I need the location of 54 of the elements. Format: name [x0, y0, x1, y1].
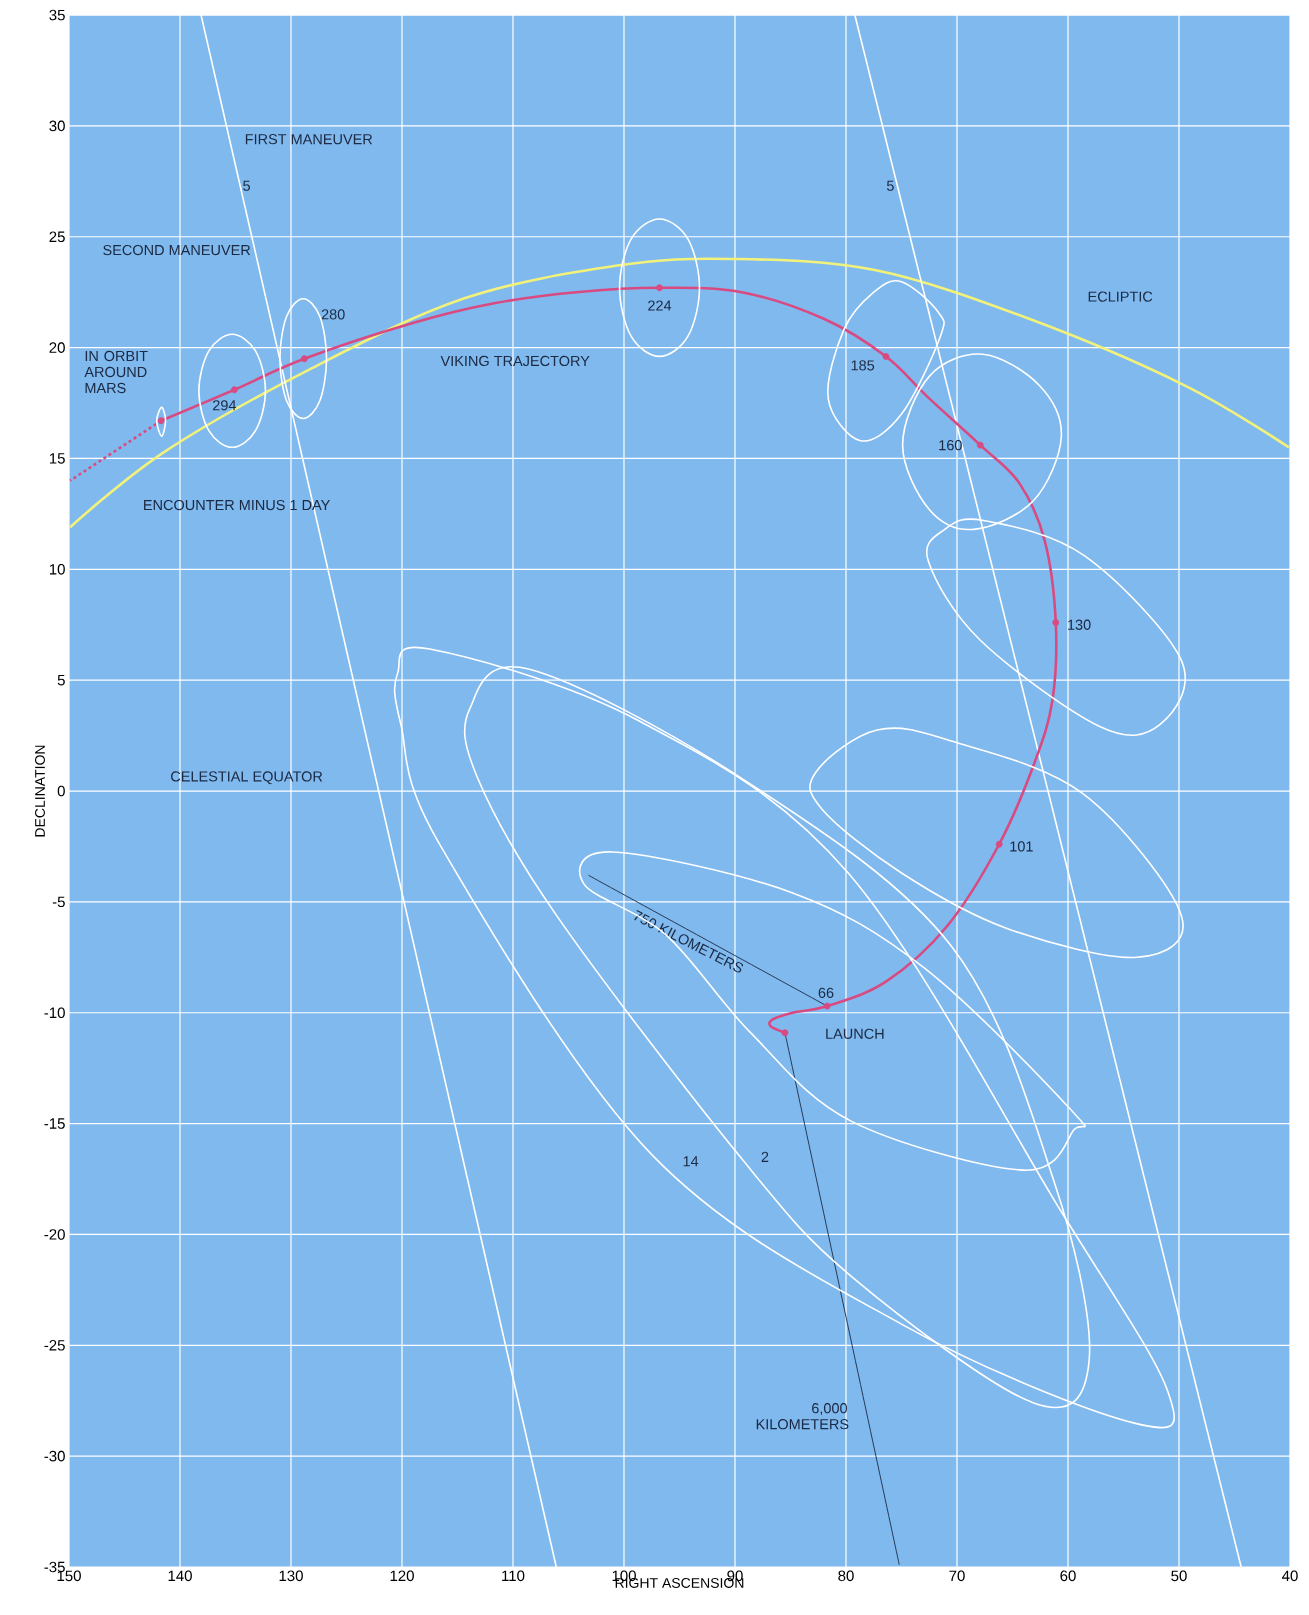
y-tick-label: 5 — [57, 674, 65, 686]
annotation: 224 — [648, 300, 672, 311]
x-tick-label: 140 — [168, 1570, 192, 1582]
x-tick-label: 80 — [838, 1570, 854, 1582]
y-tick-label: 20 — [49, 342, 65, 353]
point — [882, 353, 890, 360]
x-tick-label: 60 — [1060, 1570, 1076, 1582]
annotation: 185 — [851, 360, 875, 371]
annotation: 14 — [683, 1156, 699, 1167]
y-tick-label: -10 — [44, 1007, 65, 1019]
point — [781, 1029, 789, 1037]
point — [1052, 619, 1060, 626]
annotation: 101 — [1010, 841, 1033, 852]
x-tick-label: 130 — [279, 1570, 303, 1582]
y-tick-label: 25 — [49, 231, 65, 243]
annotation: LAUNCH — [826, 1028, 884, 1039]
y-axis-title: DECLINATION — [35, 745, 45, 837]
annotation: IN ORBIT AROUND MARS — [84, 350, 148, 394]
annotation: 66 — [818, 987, 834, 998]
point — [300, 355, 308, 363]
y-tick-label: -15 — [44, 1118, 65, 1129]
annotation: CELESTIAL EQUATOR — [171, 771, 323, 785]
annotation: 280 — [321, 309, 345, 320]
annotation: 160 — [939, 440, 962, 451]
point — [230, 386, 238, 394]
line-series — [68, 257, 1290, 529]
y-tick-label: 35 — [49, 9, 65, 21]
y-tick-label: 30 — [49, 120, 65, 132]
annotation: 5 — [243, 180, 251, 191]
annotation: FIRST MANEUVER — [245, 134, 373, 145]
annotation: SECOND MANEUVER — [103, 244, 251, 256]
annotation: 6,000 KILOMETERS — [756, 1403, 849, 1430]
y-tick-label: -20 — [44, 1229, 65, 1240]
point — [656, 284, 663, 292]
annotation: 2 — [761, 1151, 769, 1162]
y-tick-label: 10 — [49, 564, 65, 575]
y-tick-label: -30 — [44, 1450, 65, 1462]
x-tick-label: 40 — [1281, 1570, 1298, 1582]
annotation: VIKING TRAJECTORY — [440, 355, 590, 367]
y-tick-label: -5 — [52, 896, 65, 908]
y-tick-label: -25 — [44, 1339, 65, 1351]
point — [995, 840, 1003, 848]
point — [823, 1002, 831, 1010]
annotation: 5 — [886, 180, 894, 191]
y-tick-label: 15 — [49, 453, 65, 464]
annotation: 294 — [213, 400, 237, 411]
y-tick-label: 0 — [57, 785, 65, 797]
x-tick-label: 110 — [502, 1570, 525, 1582]
x-tick-label: 120 — [390, 1570, 414, 1582]
annotation: ECLIPTIC — [1088, 291, 1153, 302]
x-tick-label: 70 — [949, 1570, 965, 1582]
annotation: 130 — [1068, 619, 1091, 630]
x-tick-label: 50 — [1171, 1570, 1187, 1582]
point — [976, 441, 984, 449]
